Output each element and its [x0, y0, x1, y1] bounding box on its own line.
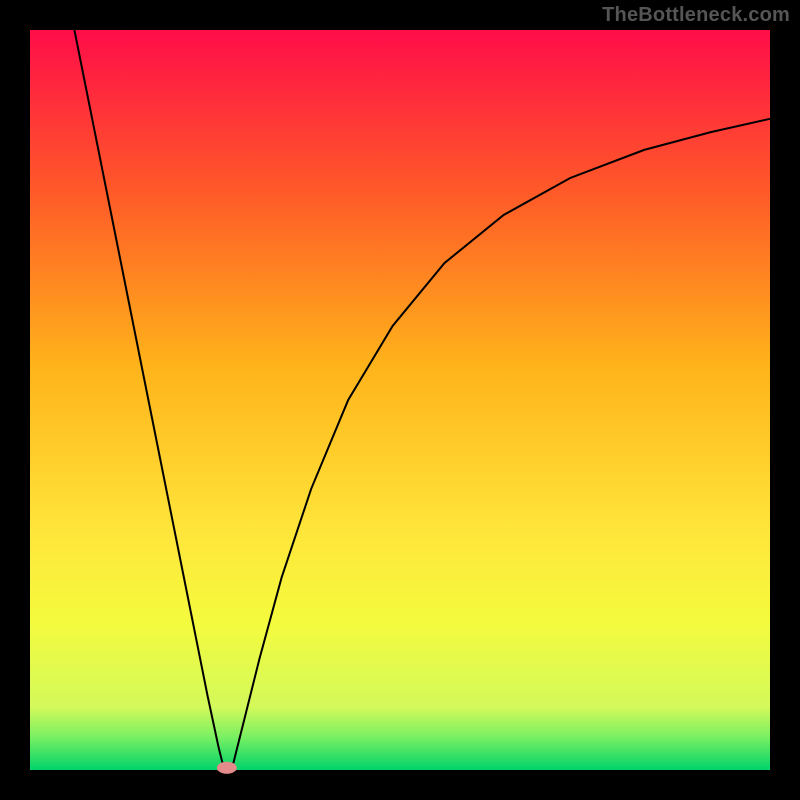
watermark-text: TheBottleneck.com — [602, 4, 790, 27]
min-marker — [217, 762, 237, 774]
bottleneck-chart — [0, 0, 800, 800]
chart-container: TheBottleneck.com — [0, 0, 800, 800]
plot-background — [30, 30, 770, 770]
